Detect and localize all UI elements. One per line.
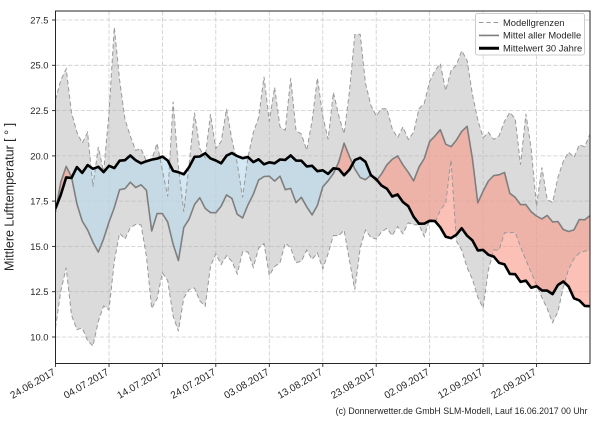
svg-text:15.0: 15.0 <box>30 241 48 252</box>
svg-text:22.5: 22.5 <box>30 105 48 116</box>
svg-text:27.5: 27.5 <box>30 14 48 25</box>
svg-text:10.0: 10.0 <box>30 331 48 342</box>
svg-text:25.0: 25.0 <box>30 60 48 71</box>
svg-text:17.5: 17.5 <box>30 196 48 207</box>
svg-text:Mittelwert 30 Jahre: Mittelwert 30 Jahre <box>503 43 582 54</box>
svg-text:Mittlere Lufttemperatur [ ° ]: Mittlere Lufttemperatur [ ° ] <box>3 123 17 271</box>
svg-text:Mittel aller Modelle: Mittel aller Modelle <box>503 30 581 41</box>
svg-text:Modellgrenzen: Modellgrenzen <box>503 17 565 28</box>
svg-text:12.5: 12.5 <box>30 286 48 297</box>
svg-text:(c) Donnerwetter.de GmbH SLM-M: (c) Donnerwetter.de GmbH SLM-Modell, Lau… <box>336 406 588 416</box>
svg-text:20.0: 20.0 <box>30 150 48 161</box>
